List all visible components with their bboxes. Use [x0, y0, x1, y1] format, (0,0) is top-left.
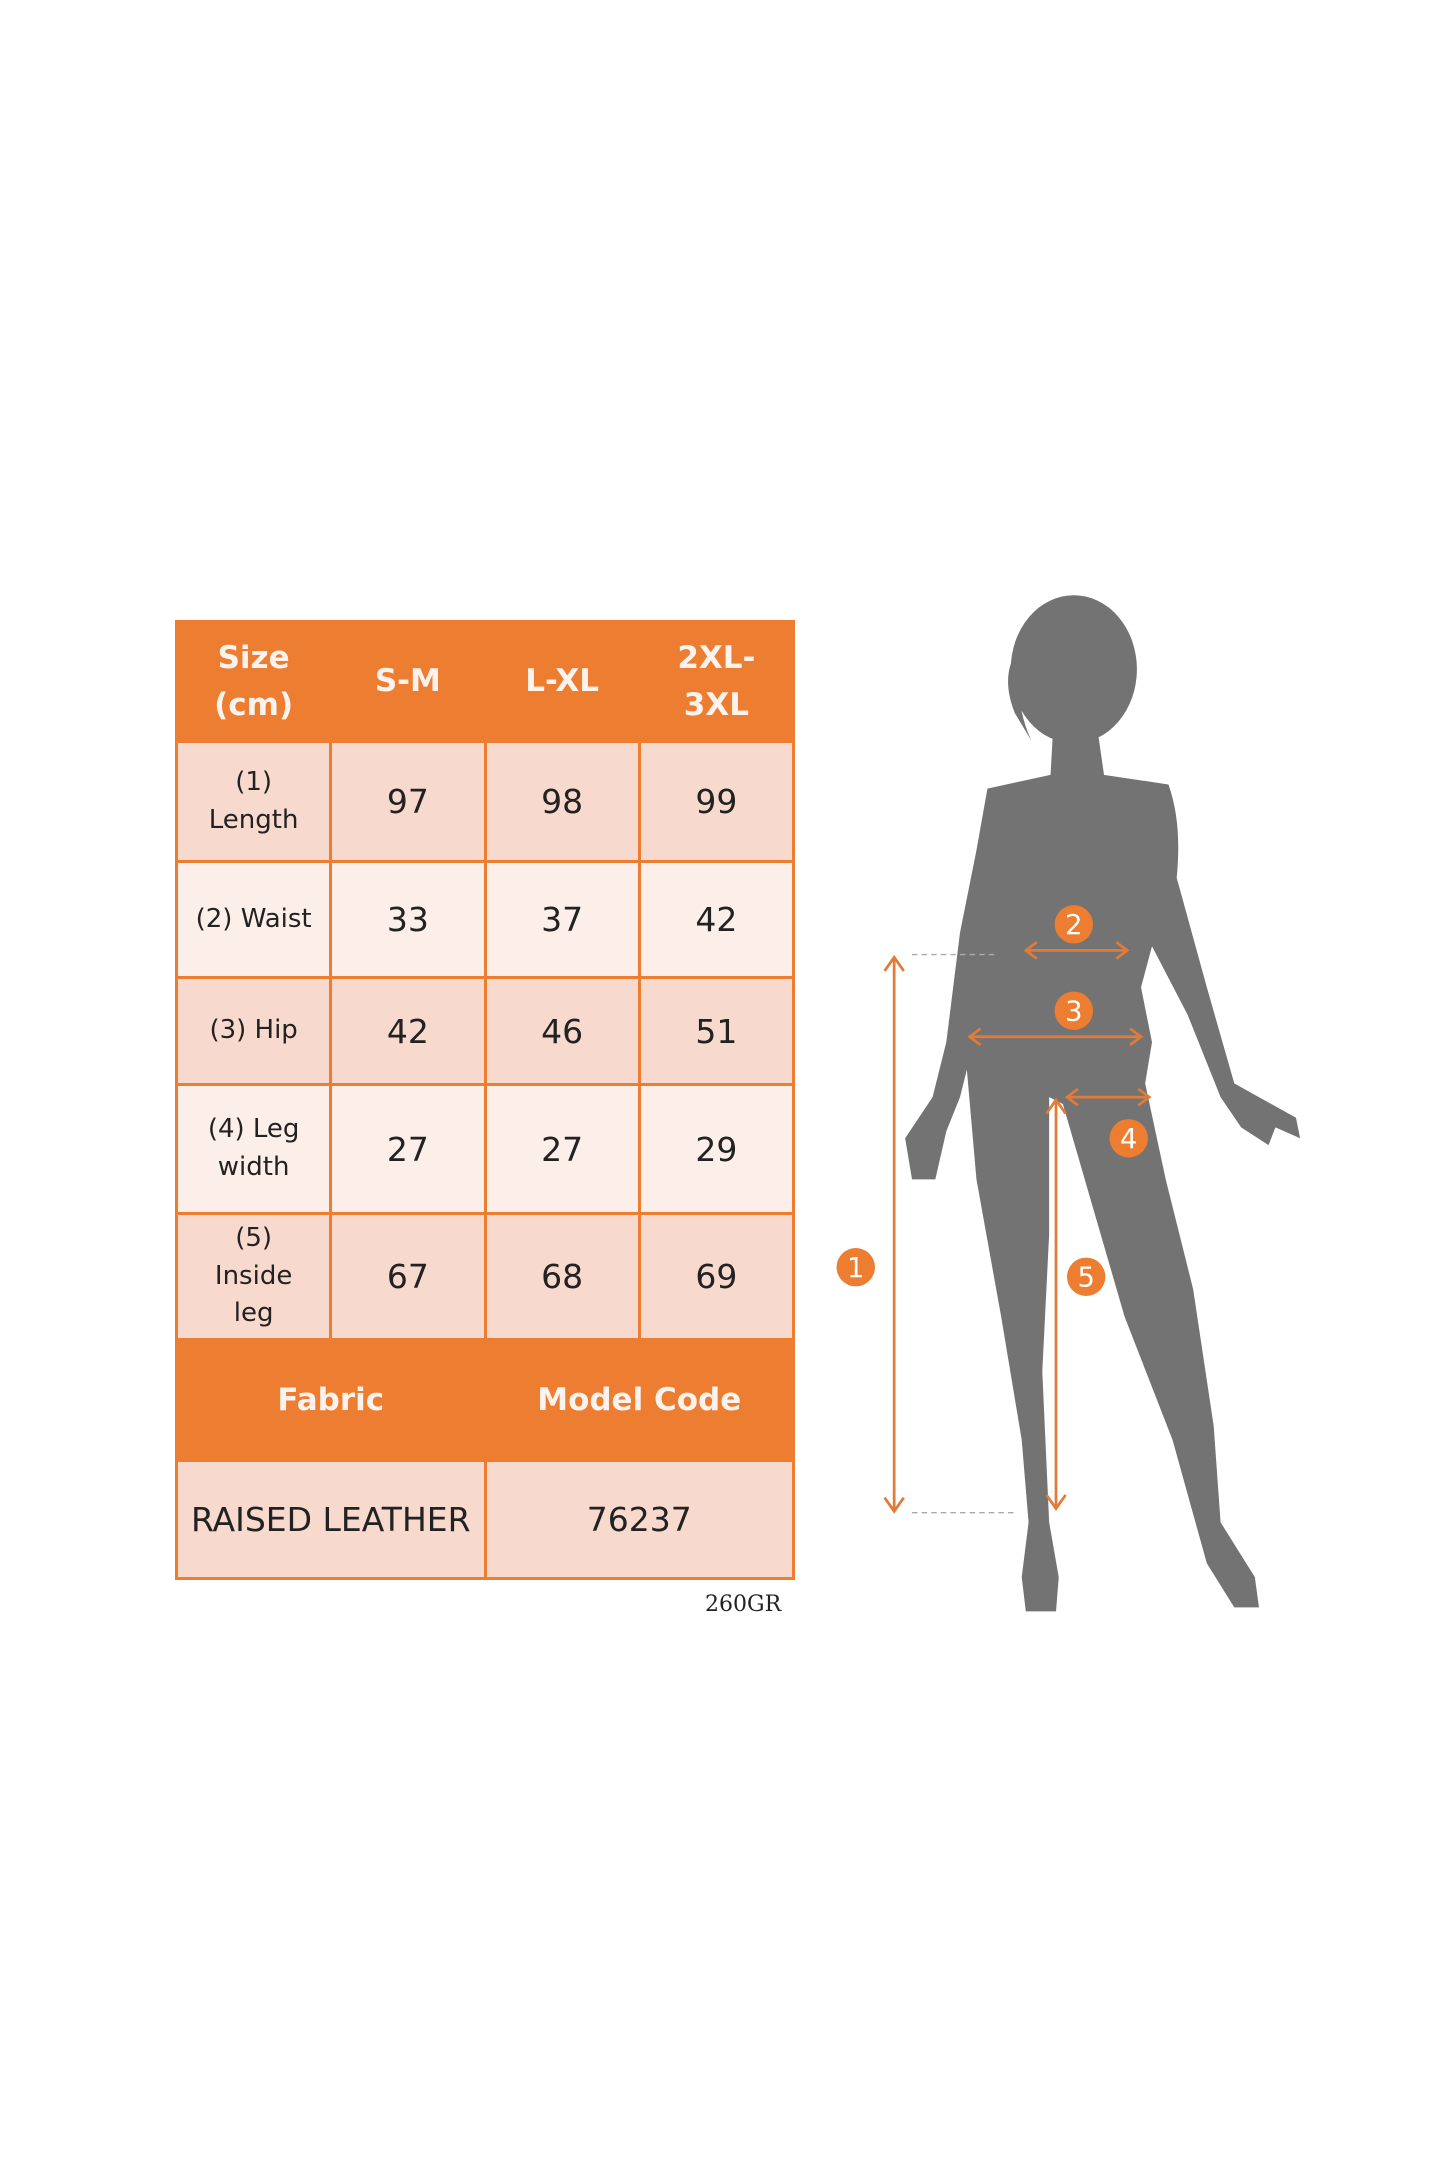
table-row: (3) Hip 42 46 51	[174, 976, 796, 1086]
row-label: (3) Hip	[174, 976, 333, 1086]
cell: 42	[637, 860, 796, 979]
marker-4	[1109, 1119, 1148, 1158]
marker-2-label: 2	[1065, 910, 1082, 941]
marker-5-label: 5	[1077, 1262, 1094, 1293]
marker-1	[836, 1248, 875, 1287]
footer-value-row: RAISED LEATHER 76237	[175, 1459, 795, 1580]
row-label: (4) Leg width	[174, 1083, 333, 1215]
header-size: Size (cm)	[174, 620, 333, 743]
cell: 37	[483, 860, 641, 979]
row-label: (1) Length	[174, 740, 333, 863]
marker-4-label: 4	[1120, 1124, 1137, 1155]
cell: 42	[329, 976, 487, 1086]
model-code-value: 76237	[483, 1459, 795, 1580]
cell: 27	[483, 1083, 641, 1215]
fabric-value: RAISED LEATHER	[175, 1459, 487, 1580]
marker-5	[1066, 1257, 1106, 1296]
marker-1-label: 1	[847, 1253, 864, 1284]
head	[1010, 595, 1137, 744]
table-row: (2) Waist 33 37 42	[174, 860, 796, 979]
cell: 98	[483, 740, 641, 863]
table-row: (4) Leg width 27 27 29	[174, 1083, 796, 1215]
table-row: (1) Length 97 98 99	[174, 740, 796, 863]
row-label: (5) Inside leg	[174, 1212, 333, 1341]
marker-3	[1054, 991, 1094, 1030]
cell: 46	[483, 976, 641, 1086]
row-label: (2) Waist	[174, 860, 333, 979]
cell: 33	[329, 860, 487, 979]
cell: 27	[329, 1083, 487, 1215]
cell: 51	[637, 976, 796, 1086]
cell: 99	[637, 740, 796, 863]
cell: 97	[329, 740, 487, 863]
weight-label: 260GR	[705, 1592, 782, 1617]
header-s-m: S-M	[329, 620, 487, 743]
table-row: (5) Inside leg 67 68 69	[174, 1212, 796, 1341]
silhouette	[905, 595, 1301, 1612]
measurement-lines	[883, 941, 1152, 1514]
size-chart-table: Size (cm) S-M L-XL 2XL- 3XL (1) Length 9…	[174, 620, 796, 1580]
cell: 69	[637, 1212, 796, 1341]
footer-header-row: Fabric Model Code	[175, 1338, 795, 1462]
cell: 29	[637, 1083, 796, 1215]
cell: 67	[329, 1212, 487, 1341]
header-l-xl: L-XL	[483, 620, 641, 743]
marker-3-label: 3	[1065, 996, 1082, 1027]
fabric-header: Fabric	[175, 1338, 487, 1462]
header-2xl-3xl: 2XL- 3XL	[637, 620, 796, 743]
header-row: Size (cm) S-M L-XL 2XL- 3XL	[174, 620, 796, 743]
cell: 68	[483, 1212, 641, 1341]
model-code-header: Model Code	[483, 1338, 795, 1462]
marker-2	[1054, 905, 1094, 944]
